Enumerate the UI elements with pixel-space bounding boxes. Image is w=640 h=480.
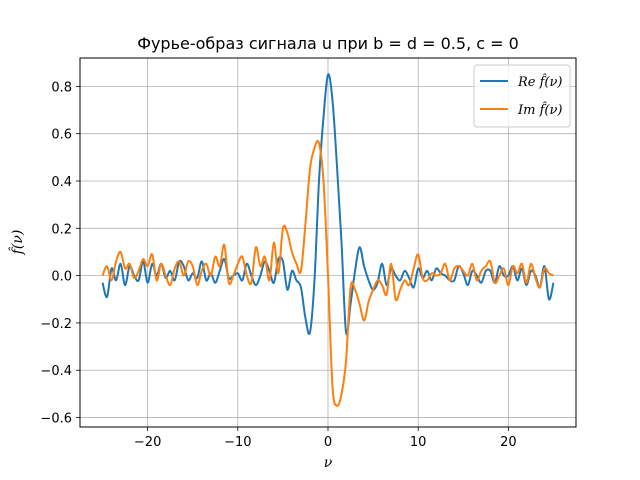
x-tick-label: −20: [134, 435, 161, 450]
chart-title: Фурье-образ сигнала u при b = d = 0.5, c…: [137, 34, 519, 53]
legend-label: Re f̂(ν): [517, 73, 562, 90]
y-tick-label: −0.2: [40, 317, 72, 332]
y-tick-label: 0.4: [51, 175, 72, 190]
x-tick-label: 10: [410, 435, 427, 450]
y-tick-label: 0.6: [51, 128, 72, 143]
ticks: −20 −10 0 10 20 −0.6 −0.4 −0.2 0.0 0.2 0.4 0.6 0.8: [40, 80, 516, 450]
y-axis-label: f̂(ν): [8, 230, 26, 256]
y-tick-label: 0.2: [51, 222, 72, 237]
y-tick-label: 0.0: [51, 270, 72, 285]
legend-label: Im f̂(ν): [517, 101, 562, 118]
series-layer: [101, 73, 555, 407]
series-line-re: [101, 73, 555, 336]
series-line-im: [101, 139, 554, 407]
x-tick-label: 20: [500, 435, 517, 450]
y-tick-label: 0.8: [51, 80, 72, 95]
y-tick-label: −0.6: [40, 412, 72, 427]
x-tick-label: 0: [324, 435, 332, 450]
x-tick-label: −10: [224, 435, 251, 450]
x-axis-label: ν: [324, 455, 333, 471]
grid: [80, 58, 576, 427]
legend: Re f̂(ν) Im f̂(ν): [473, 64, 571, 128]
y-tick-label: −0.4: [40, 364, 72, 379]
